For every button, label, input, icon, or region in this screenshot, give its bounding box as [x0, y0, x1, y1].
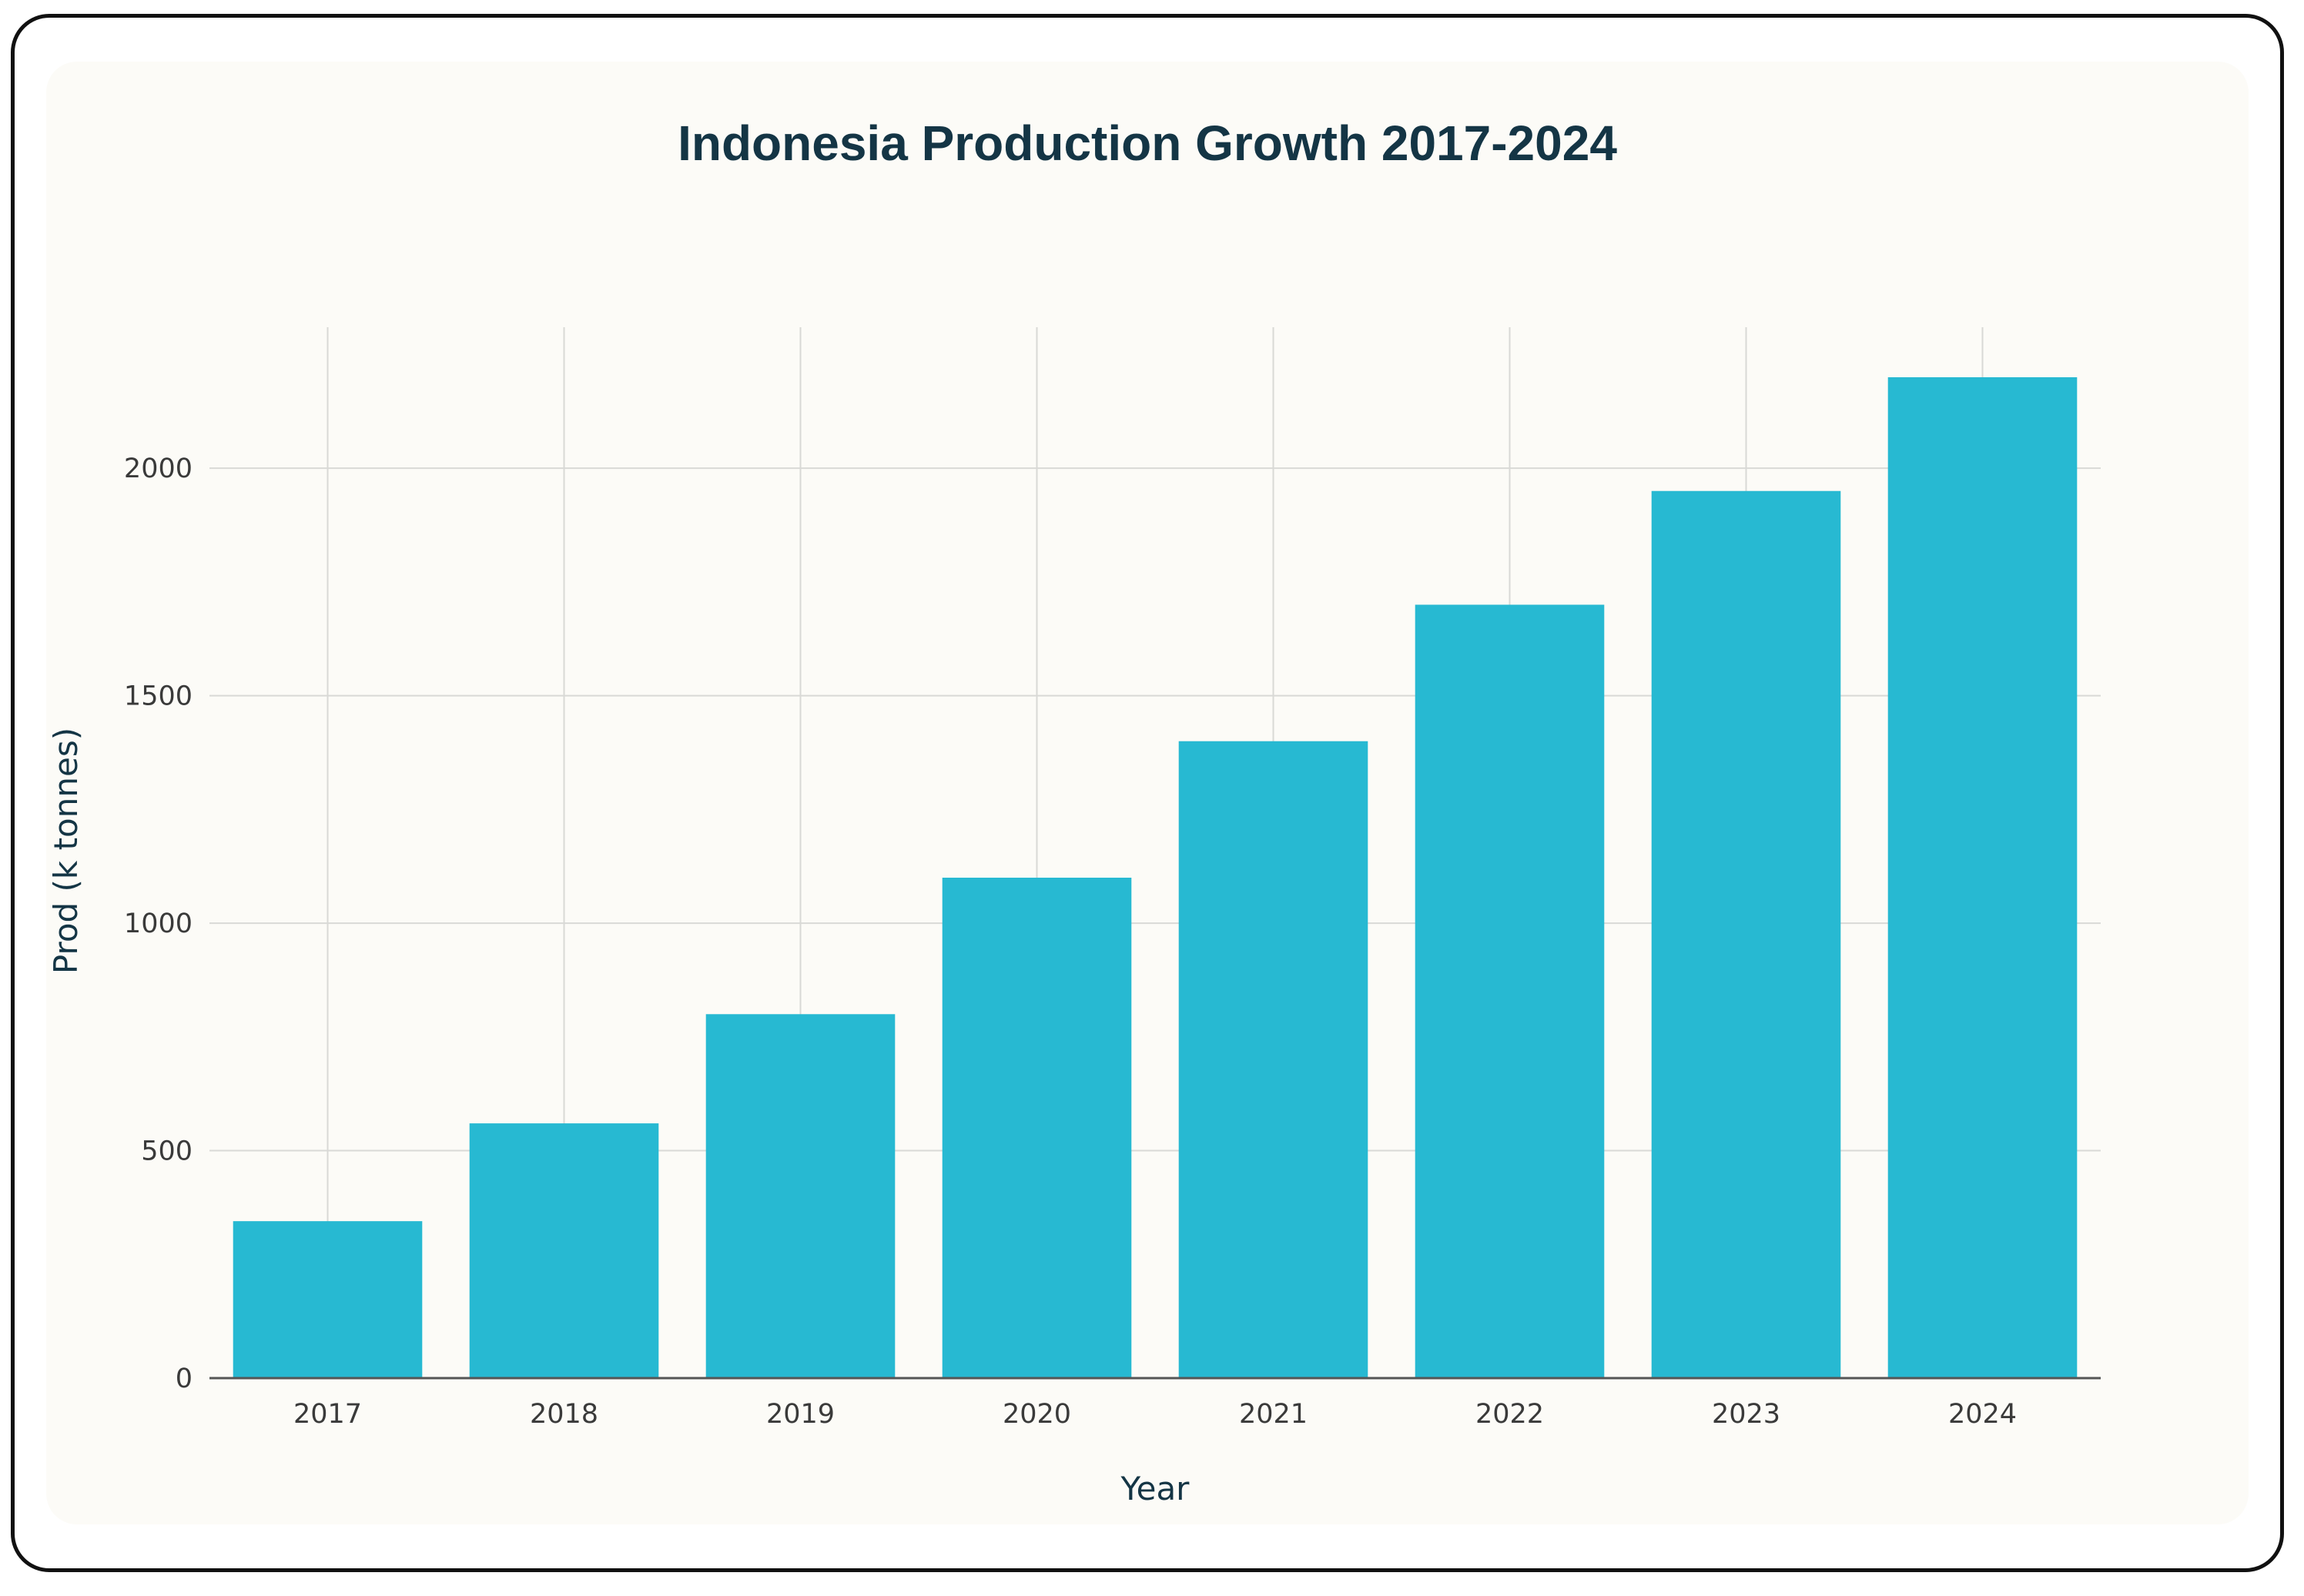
bar-2019[interactable] [705, 1014, 896, 1378]
bar-2022[interactable] [1415, 604, 1605, 1378]
bar-2017[interactable] [233, 1221, 423, 1378]
x-tick-label: 2022 [1475, 1399, 1544, 1430]
y-tick-label: 1500 [124, 681, 193, 712]
bars [233, 377, 2078, 1378]
chart-title: Indonesia Production Growth 2017-2024 [678, 115, 1617, 171]
x-tick-label: 2018 [530, 1399, 598, 1430]
y-tick-label: 1000 [124, 908, 193, 939]
bar-2024[interactable] [1887, 377, 2078, 1378]
x-tick-label: 2020 [1003, 1399, 1071, 1430]
y-tick-label: 2000 [124, 453, 193, 484]
x-tick-label: 2024 [1948, 1399, 2017, 1430]
y-tick-label: 0 [176, 1363, 193, 1394]
x-tick-label: 2019 [766, 1399, 835, 1430]
x-tick-labels: 2017 2018 2019 2020 2021 2022 2023 2024 [293, 1399, 2017, 1430]
bar-2021[interactable] [1178, 741, 1368, 1378]
y-tick-label: 500 [141, 1136, 193, 1167]
x-tick-label: 2017 [293, 1399, 362, 1430]
x-tick-label: 2021 [1239, 1399, 1308, 1430]
bar-2020[interactable] [942, 878, 1132, 1378]
bar-2023[interactable] [1651, 490, 1841, 1378]
bar-2018[interactable] [469, 1123, 659, 1378]
y-tick-labels: 0 500 1000 1500 2000 [124, 453, 193, 1394]
x-tick-label: 2023 [1712, 1399, 1780, 1430]
y-axis-label: Prod (k tonnes) [47, 728, 85, 974]
x-axis-label: Year [1120, 1470, 1191, 1507]
